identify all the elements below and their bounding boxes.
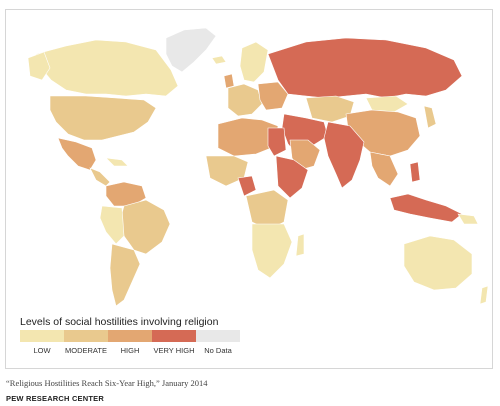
region-eastern-europe (257, 81, 289, 111)
region-philippines (409, 161, 421, 183)
region-papua (457, 213, 479, 225)
region-egypt (267, 127, 287, 157)
region-mongolia (365, 95, 409, 113)
region-russia (267, 37, 463, 99)
source-citation: “Religious Hostilities Reach Six-Year Hi… (6, 378, 208, 388)
region-andes (99, 205, 125, 245)
region-south-asia (323, 121, 365, 189)
legend-bar (20, 330, 240, 342)
region-southern-africa (251, 223, 293, 279)
region-east-africa (275, 155, 309, 199)
region-japan (423, 105, 437, 129)
region-southeast-asia (369, 151, 399, 187)
legend-swatch-high (108, 330, 152, 342)
region-scandinavia (239, 41, 269, 83)
region-central-africa (245, 189, 289, 231)
region-usa (49, 95, 157, 141)
region-madagascar (295, 233, 305, 257)
brand-label: PEW RESEARCH CENTER (6, 394, 104, 403)
region-brazil (119, 199, 171, 255)
region-southern-cone (109, 243, 141, 307)
legend-label-no-data: No Data (204, 346, 232, 355)
legend-labels: LOW MODERATE HIGH VERY HIGH No Data (20, 346, 240, 355)
region-alaska (27, 51, 51, 81)
region-central-america (89, 167, 111, 187)
region-iceland (211, 55, 227, 65)
region-caribbean (105, 157, 129, 167)
legend-label-low: LOW (33, 346, 51, 355)
region-mexico (57, 137, 97, 171)
legend-swatch-low (20, 330, 64, 342)
legend-swatch-moderate (64, 330, 108, 342)
legend-label-very-high: VERY HIGH (153, 346, 195, 355)
world-map (27, 27, 489, 307)
region-indonesia (389, 193, 463, 223)
region-western-europe (227, 83, 263, 117)
legend-swatch-no-data (196, 330, 240, 342)
legend-label-moderate: MODERATE (65, 346, 107, 355)
region-australia (403, 235, 473, 291)
region-uk (223, 73, 235, 89)
region-nigeria (237, 175, 257, 197)
region-greenland (165, 27, 217, 73)
legend-swatch-very-high (152, 330, 196, 342)
region-canada (35, 39, 179, 97)
legend-label-high: HIGH (120, 346, 140, 355)
legend-title: Levels of social hostilities involving r… (20, 316, 219, 328)
region-new-zealand (479, 285, 489, 305)
